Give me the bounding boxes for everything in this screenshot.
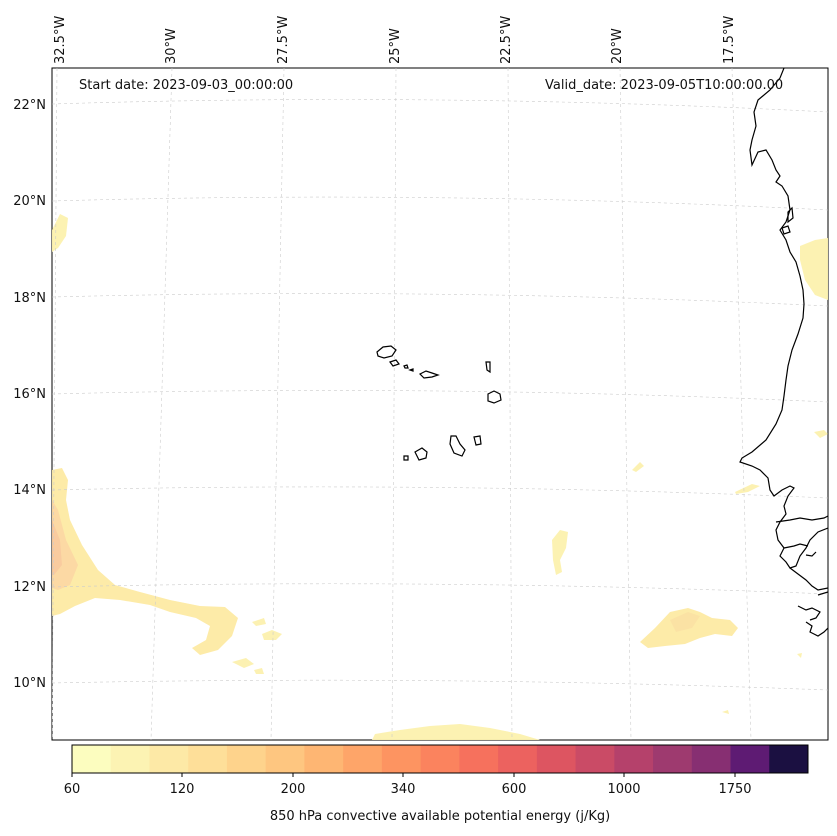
colorbar-tick-200: 200 bbox=[280, 782, 306, 797]
island-santo-antao bbox=[376, 345, 397, 359]
island-sao-vicente bbox=[389, 359, 400, 367]
colorbar-segment bbox=[575, 745, 615, 773]
colorbar-segment bbox=[498, 745, 538, 773]
colorbar bbox=[71, 744, 809, 777]
colorbar-tick-340: 340 bbox=[390, 782, 416, 797]
colorbar-tick-600: 600 bbox=[501, 782, 527, 797]
island-fogo bbox=[414, 447, 428, 461]
lat-label-12n: 12°N bbox=[13, 580, 46, 595]
island-boa-vista bbox=[487, 390, 502, 404]
colorbar-segment bbox=[536, 745, 577, 773]
coastlines bbox=[739, 68, 828, 637]
colorbar-tick-120: 120 bbox=[169, 782, 195, 797]
colorbar-segment bbox=[265, 745, 305, 773]
colorbar-label: 850 hPa convective available potential e… bbox=[269, 809, 611, 824]
lon-label-22-5w: 22.5°W bbox=[499, 15, 514, 64]
colorbar-segment bbox=[691, 745, 732, 773]
lon-label-27-5w: 27.5°W bbox=[276, 15, 291, 64]
colorbar-segment bbox=[730, 745, 770, 773]
colorbar-tick-60: 60 bbox=[63, 782, 81, 797]
start-date-label: Start date: 2023-09-03_00:00:00 bbox=[79, 78, 294, 93]
island-sal bbox=[485, 361, 491, 374]
colorbar-segment bbox=[653, 745, 693, 773]
island-santiago bbox=[449, 435, 466, 457]
colorbar-segment bbox=[304, 745, 344, 773]
islet bbox=[408, 368, 414, 372]
lon-label-17-5w: 17.5°W bbox=[722, 15, 737, 64]
colorbar-segment bbox=[614, 745, 654, 773]
lon-label-25w: 25°W bbox=[388, 28, 403, 64]
cape-field bbox=[52, 214, 828, 740]
colorbar-segment bbox=[188, 745, 228, 773]
map-frame bbox=[51, 67, 829, 741]
lat-label-20n: 20°N bbox=[13, 194, 46, 209]
island-sao-nicolau bbox=[418, 370, 440, 379]
lon-label-32-5w: 32.5°W bbox=[53, 15, 68, 64]
colorbar-segment bbox=[420, 745, 460, 773]
lon-label-30w: 30°W bbox=[164, 28, 179, 64]
graticule bbox=[52, 68, 828, 740]
colorbar-segment bbox=[110, 745, 150, 773]
colorbar-frame bbox=[71, 744, 809, 774]
lat-label-10n: 10°N bbox=[13, 676, 46, 691]
colorbar-segment bbox=[226, 745, 267, 773]
colorbar-segment bbox=[459, 745, 499, 773]
lat-label-16n: 16°N bbox=[13, 387, 46, 402]
colorbar-tick-1750: 1750 bbox=[718, 782, 752, 797]
lat-label-22n: 22°N bbox=[13, 98, 46, 113]
colorbar-tick-1000: 1000 bbox=[607, 782, 641, 797]
valid-date-label: Valid_date: 2023-09-05T10:00:00.00 bbox=[545, 78, 784, 93]
lon-label-20w: 20°W bbox=[610, 28, 625, 64]
colorbar-segment bbox=[769, 745, 809, 773]
island-santa-luzia bbox=[403, 364, 409, 369]
colorbar-segment bbox=[72, 745, 112, 773]
colorbar-segment bbox=[149, 745, 189, 773]
island-maio bbox=[473, 435, 482, 446]
cabo-verde-islands bbox=[376, 345, 502, 461]
lat-label-14n: 14°N bbox=[13, 483, 46, 498]
island-brava bbox=[403, 455, 409, 461]
colorbar-segment bbox=[343, 745, 383, 773]
lat-label-18n: 18°N bbox=[13, 291, 46, 306]
colorbar-segment bbox=[381, 745, 422, 773]
